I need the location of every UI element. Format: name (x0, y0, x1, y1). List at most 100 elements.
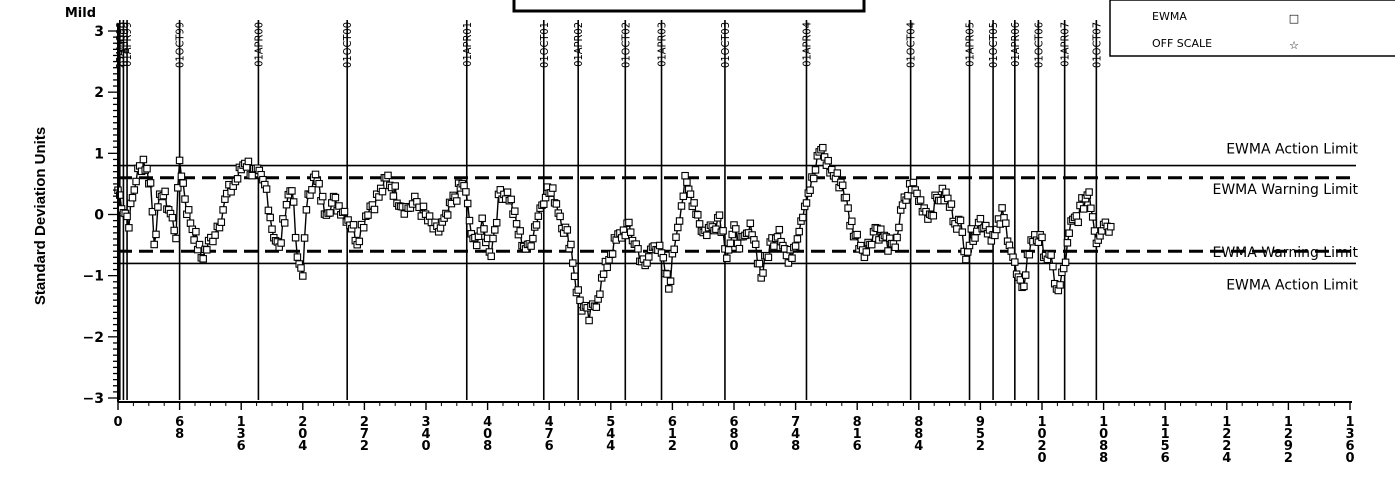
ewma-point (884, 247, 892, 255)
ewma-point (1025, 250, 1034, 259)
ewma-point (674, 223, 682, 232)
ewma-point (1087, 204, 1095, 213)
ewma-point (192, 227, 200, 236)
ewma-point (904, 191, 912, 200)
ewma-point (1063, 239, 1072, 247)
ewma-point (1072, 212, 1081, 220)
ewma-point (1021, 271, 1030, 279)
limit-label: EWMA Action Limit (1226, 142, 1358, 158)
ewma-point (694, 211, 702, 219)
ewma-point (170, 226, 178, 235)
ewma-point (425, 212, 434, 220)
reference-date-label: 01APR06 (1009, 22, 1022, 67)
ewma-point (132, 177, 140, 186)
ewma-point (862, 248, 871, 256)
ewma-point (359, 223, 368, 232)
ewma-point (491, 226, 499, 234)
reference-date-label: 01OCT05 (987, 22, 1000, 68)
y-tick-label: −2 (83, 330, 104, 346)
ewma-point (534, 212, 543, 220)
reference-date-label: 01OCT00 (341, 22, 354, 68)
ewma-point (148, 207, 157, 216)
ewma-point (895, 223, 903, 232)
ewma-point (355, 237, 364, 246)
ewma-point (655, 241, 664, 250)
ewma-point (175, 156, 184, 165)
ewma-point (154, 203, 162, 211)
ewma-point (735, 244, 744, 253)
ewma-point (679, 192, 688, 201)
ewma-point (976, 214, 985, 223)
ewma-point (585, 316, 593, 325)
ewma-point (809, 174, 818, 183)
ewma-point (378, 187, 387, 196)
ewma-point (563, 226, 572, 234)
ewma-point (116, 191, 124, 199)
ewma-point (556, 212, 564, 221)
y-tick-label: 2 (94, 85, 104, 101)
axes: 3 2 1 0 −1 −2 −3 0 6 8 1 3 6 2 0 4 2 7 2 3 4 0 4 0 8 4 7 6 5 4 4 6 1 2 6 8 0… (83, 24, 1355, 466)
ewma-point (266, 213, 274, 222)
ewma-point (681, 171, 689, 180)
reference-date-label: 01APR99 (117, 22, 130, 67)
y-tick-label: 1 (94, 146, 104, 162)
ewma-point (186, 219, 195, 227)
ewma-point (724, 246, 733, 254)
ewma-point (675, 217, 684, 225)
ewma-point (492, 218, 501, 227)
ewma-point (929, 211, 938, 220)
legend-box (1109, 0, 1395, 57)
ewma-point (179, 179, 187, 187)
ewma-point (130, 186, 139, 194)
ewma-point (199, 255, 207, 263)
ewma-point (264, 206, 273, 215)
reference-date-label: 01APR99 (121, 22, 134, 67)
ewma-point (391, 182, 399, 190)
ewma-point (913, 189, 921, 198)
ewma-point (793, 235, 802, 243)
ewma-point (893, 233, 901, 242)
ewma-point (574, 286, 582, 294)
ewma-point (233, 175, 242, 183)
ewma-point (666, 277, 675, 285)
ewma-point (1107, 222, 1115, 231)
ewma-point (291, 233, 300, 242)
ewma-point (755, 259, 764, 268)
ewma-point (833, 169, 842, 177)
ewma-point (302, 206, 311, 214)
ewma-point (723, 254, 731, 263)
y-tick-label: −1 (83, 269, 104, 285)
ewma-point (516, 227, 524, 235)
reference-date-label: 01OCT99 (174, 22, 187, 68)
ewma-point (463, 199, 472, 208)
limit-label: EWMA Warning Limit (1212, 245, 1358, 261)
limit-label: EWMA Action Limit (1226, 277, 1358, 293)
ewma-point (326, 209, 334, 217)
ewma-point (956, 216, 965, 225)
ewma-point (150, 240, 158, 249)
ewma-point (209, 237, 217, 246)
y-axis-title: Standard Deviation Units (32, 127, 49, 305)
ewma-point (971, 234, 979, 242)
ewma-point (532, 221, 541, 229)
ewma-point (462, 188, 470, 196)
ewma-point (848, 217, 856, 226)
ewma-point (384, 171, 392, 180)
ewma-point (916, 196, 925, 204)
ewma-point (364, 211, 372, 219)
ewma-point (219, 206, 227, 214)
ewma-point (311, 170, 320, 179)
ewma-point (512, 220, 521, 228)
ewma-point (634, 245, 642, 253)
ewma-point (248, 171, 256, 180)
title-box (512, 0, 866, 13)
